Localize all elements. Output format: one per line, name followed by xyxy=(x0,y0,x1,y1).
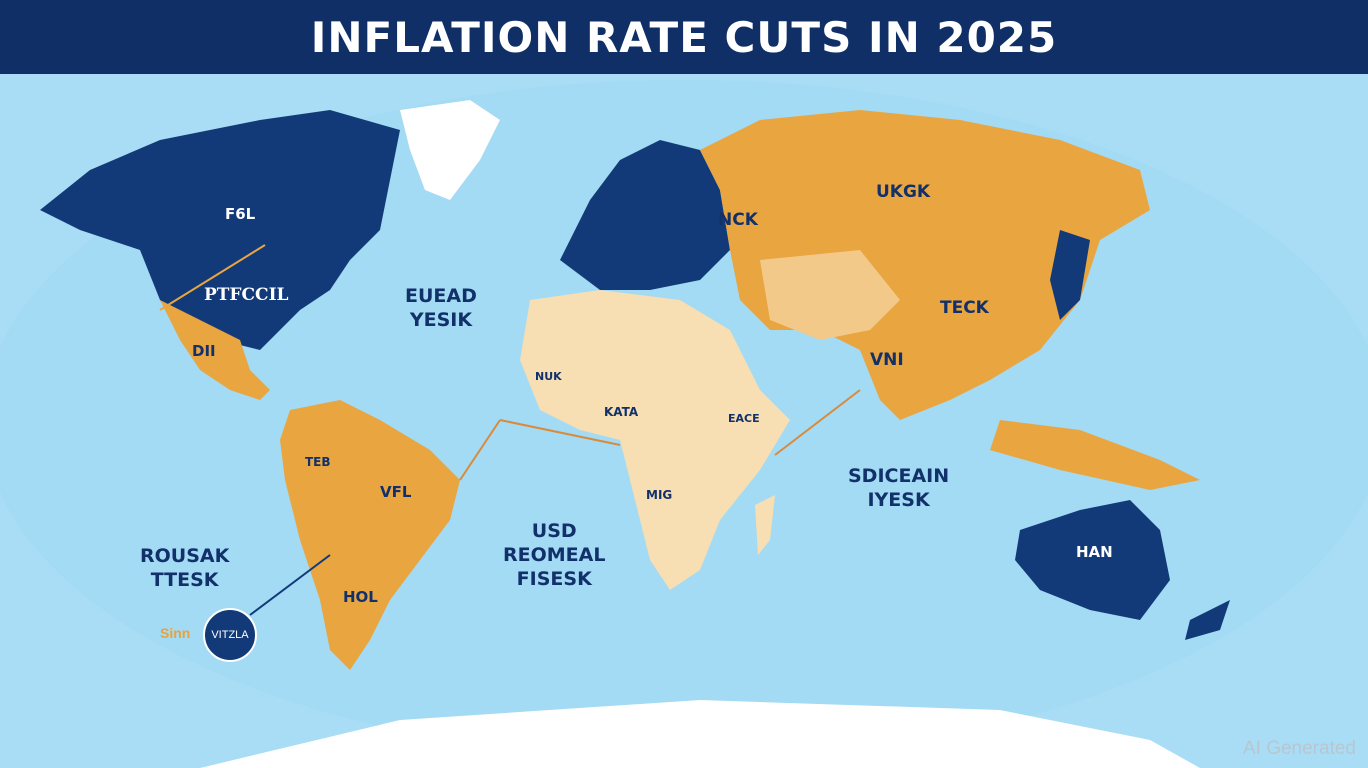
australia xyxy=(1015,500,1170,620)
world-map xyxy=(0,80,1368,768)
label-line: USD xyxy=(531,520,577,542)
label-line: FISESK xyxy=(516,567,592,590)
border-line xyxy=(159,244,266,311)
greenland xyxy=(400,100,500,200)
connector-line xyxy=(459,419,501,481)
label-central-africa: MIG xyxy=(646,488,673,502)
label-brazil: VFL xyxy=(380,483,412,501)
mexico xyxy=(160,300,270,400)
label-argentina: HOL xyxy=(343,588,378,606)
japan xyxy=(1050,230,1090,320)
title-bar: INFLATION RATE CUTS IN 2025 xyxy=(0,0,1368,74)
ocean-label-south-atlantic: USD REOMEAL FISESK xyxy=(503,520,605,591)
label-west-africa: NUK xyxy=(535,370,562,383)
central-asia xyxy=(760,250,900,340)
label-nigeria: KATA xyxy=(604,405,639,419)
madagascar xyxy=(755,495,775,555)
label-canada: F6L xyxy=(225,205,256,223)
callout-badge: VITZLA xyxy=(203,608,257,662)
watermark: AI Generated xyxy=(1242,738,1356,759)
label-usa: PTFCCIL xyxy=(204,285,289,305)
label-china: TECK xyxy=(940,298,989,318)
north-america xyxy=(40,110,400,350)
label-eastern-europe: NCK xyxy=(718,210,758,230)
ocean-label-south-pacific: ROUSAK TTESK xyxy=(140,545,229,593)
asia xyxy=(700,110,1150,420)
antarctica xyxy=(200,700,1200,768)
label-line: TTESK xyxy=(150,568,219,591)
label-line: REOMEAL xyxy=(503,543,606,566)
label-india: VNI xyxy=(870,350,904,370)
label-line: SDICEAIN xyxy=(848,465,950,487)
label-line: IYESK xyxy=(867,488,930,511)
africa xyxy=(520,290,790,590)
label-line: EUEAD xyxy=(405,285,477,307)
europe xyxy=(560,140,730,290)
label-australia: HAN xyxy=(1076,543,1113,561)
connector-line xyxy=(249,554,331,616)
badge-text: VITZLA xyxy=(211,629,249,641)
label-line: ROUSAK xyxy=(140,545,230,567)
ocean-label-indian: SDICEAIN IYESK xyxy=(848,465,949,513)
label-mexico: DII xyxy=(192,342,216,360)
label-east-africa: EACE xyxy=(728,412,760,425)
ocean-label-north-atlantic: EUEAD YESIK xyxy=(405,285,477,333)
label-colombia: TEB xyxy=(305,455,331,469)
label-line: YESIK xyxy=(409,308,473,331)
label-russia: UKGK xyxy=(876,182,931,202)
south-america xyxy=(280,400,460,670)
new-zealand xyxy=(1185,600,1230,640)
badge-side-label: Sinn xyxy=(160,625,191,641)
map-title: INFLATION RATE CUTS IN 2025 xyxy=(310,12,1058,62)
connector-line xyxy=(499,419,621,446)
indonesia xyxy=(990,420,1200,490)
connector-line xyxy=(774,389,861,456)
